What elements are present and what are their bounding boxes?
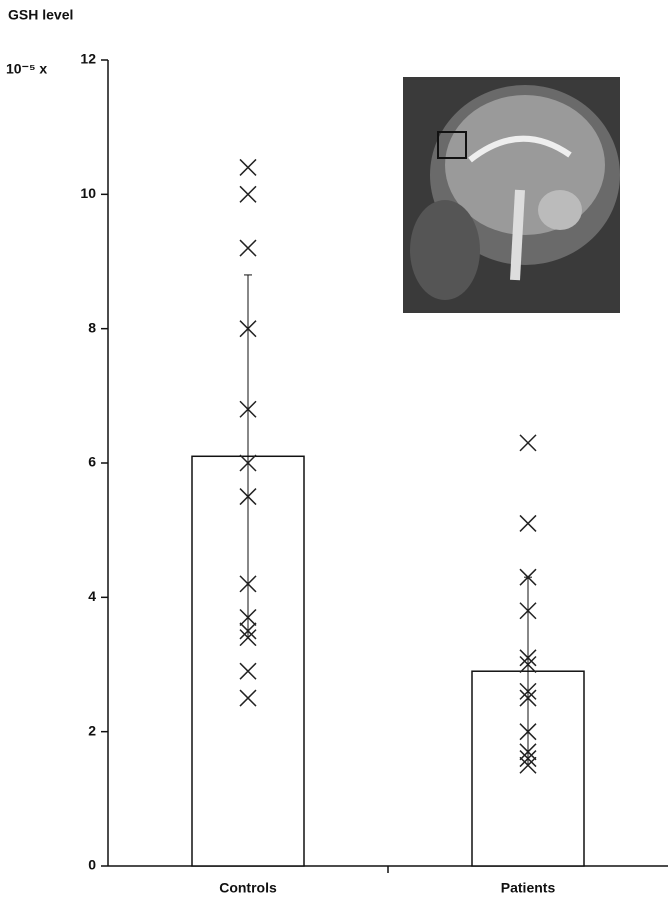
data-point (520, 435, 536, 451)
brain-image (403, 77, 620, 313)
data-point (240, 240, 256, 256)
y-tick-label: 10 (80, 185, 96, 201)
y-tick-label: 2 (88, 722, 96, 738)
y-tick-label: 8 (88, 319, 96, 335)
page: {"chart_data": {"type": "bar", "title": … (0, 0, 668, 899)
chart-title: GSH level (8, 7, 73, 23)
data-point (240, 159, 256, 175)
y-tick-label: 6 (88, 454, 96, 470)
y-unit-prefix: 10⁻⁵ x (6, 61, 47, 77)
chart: GSH level 10⁻⁵ x 0 2 4 6 8 10 12 Controls Patien… (0, 0, 668, 899)
x-tick-label: Patients (501, 880, 556, 896)
y-tick-label: 12 (80, 51, 96, 67)
y-tick-label: 0 (88, 857, 96, 873)
x-tick-label: Controls (219, 880, 277, 896)
data-point (240, 186, 256, 202)
y-tick-label: 4 (88, 588, 96, 604)
data-point (520, 515, 536, 531)
